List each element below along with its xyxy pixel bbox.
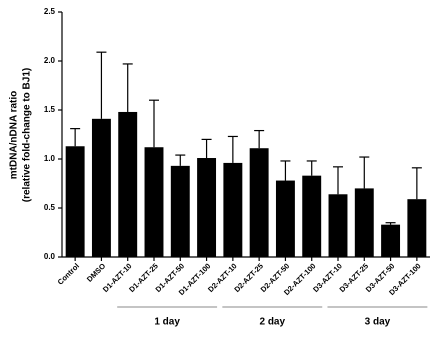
bar (223, 162, 243, 257)
bar (65, 146, 85, 257)
error-bar (175, 154, 186, 166)
bar (118, 111, 138, 258)
x-tick-label: DMSO (85, 261, 107, 283)
error-bar (306, 160, 317, 176)
y-tick-label: 1.5 (44, 105, 56, 114)
error-bar (149, 99, 159, 148)
error-bar (280, 160, 291, 181)
bar (328, 194, 348, 257)
y-tick-label: 0.5 (44, 203, 56, 212)
error-bar (333, 166, 343, 195)
error-bar (254, 129, 265, 149)
error-bar (201, 138, 212, 159)
group-label: 1 day (154, 317, 180, 328)
bar (302, 175, 322, 257)
y-tick-label: 0.0 (44, 252, 56, 261)
bar (144, 147, 164, 257)
group-label: 2 day (259, 317, 285, 328)
bar (249, 148, 269, 257)
y-tick-label: 2.0 (44, 56, 56, 65)
error-bar (359, 156, 370, 189)
y-tick-label: 1.0 (44, 154, 56, 163)
bar (407, 199, 427, 257)
bar (275, 180, 295, 257)
y-axis-label: mtDNA/nDNA ratio (9, 91, 20, 180)
group-label: 3 day (365, 317, 391, 328)
bar (354, 188, 374, 257)
error-bar (411, 167, 422, 200)
x-tick-label: Control (56, 261, 81, 286)
y-axis-label: (relative fold-change to BJ1) (22, 68, 33, 202)
error-bar (385, 222, 396, 225)
error-bar (70, 128, 81, 147)
bar (197, 158, 217, 257)
bar (170, 165, 190, 257)
y-tick-label: 2.5 (44, 7, 56, 16)
bar (91, 118, 111, 257)
bar (381, 224, 401, 257)
error-bar (122, 63, 133, 112)
error-bar (96, 51, 107, 119)
error-bar (227, 135, 238, 163)
